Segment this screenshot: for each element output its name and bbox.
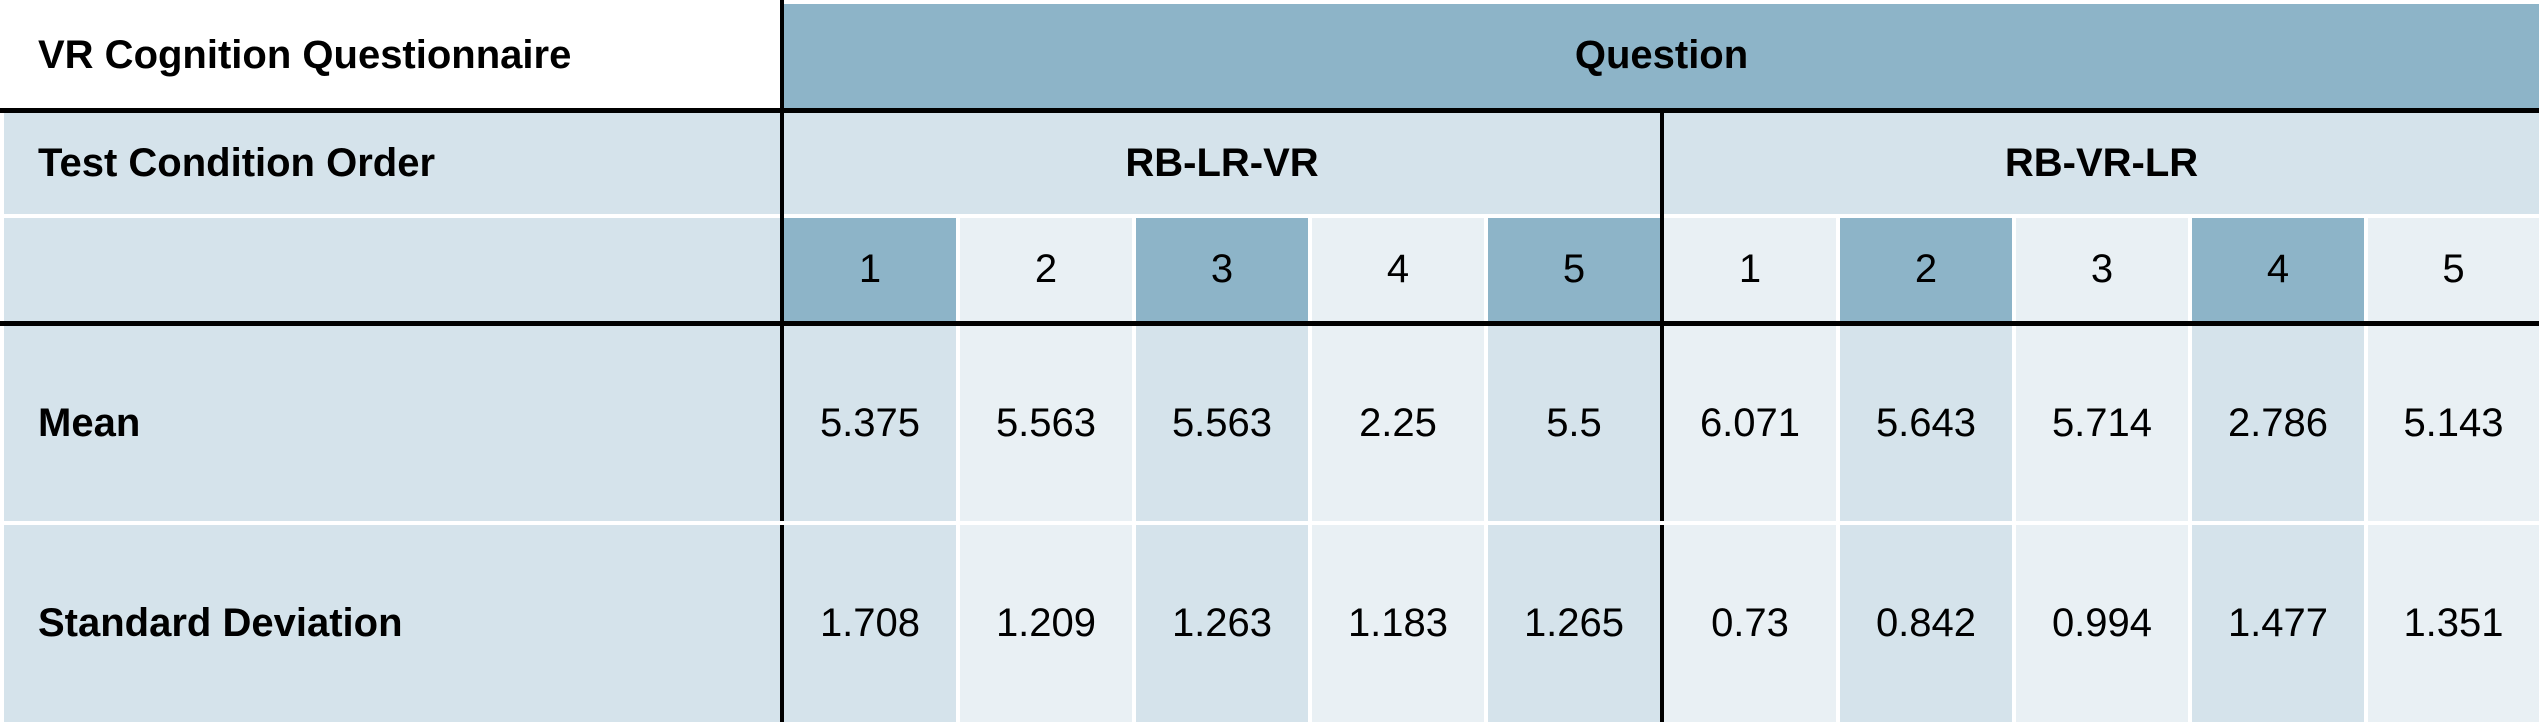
question-number: 2: [956, 214, 1136, 326]
mean-value: 5.563: [956, 321, 1136, 525]
sd-value: 1.209: [956, 521, 1136, 726]
row-label-mean: Mean: [0, 321, 784, 525]
order-row: Test Condition Order RB-LR-VR RB-VR-LR: [0, 108, 2539, 218]
question-number: 3: [2012, 214, 2192, 326]
question-number-label-cell: [0, 214, 784, 326]
mean-value: 5.643: [1836, 321, 2016, 525]
question-number: 1: [780, 214, 960, 326]
mean-value: 5.375: [780, 321, 960, 525]
group-header-1: RB-LR-VR: [780, 108, 1664, 218]
sd-value: 1.351: [2364, 521, 2539, 726]
mean-value: 5.563: [1132, 321, 1312, 525]
sd-value: 1.708: [780, 521, 960, 726]
sd-value: 0.73: [1660, 521, 1840, 726]
mean-value: 5.143: [2364, 321, 2539, 525]
mean-value: 6.071: [1660, 321, 1840, 525]
mean-value: 2.25: [1308, 321, 1488, 525]
question-number: 4: [2188, 214, 2368, 326]
mean-value: 2.786: [2188, 321, 2368, 525]
sd-value: 1.263: [1132, 521, 1312, 726]
table-title: VR Cognition Questionnaire: [0, 0, 784, 113]
group-header-2: RB-VR-LR: [1660, 108, 2539, 218]
question-number: 4: [1308, 214, 1488, 326]
question-number: 1: [1660, 214, 1840, 326]
mean-value: 5.5: [1484, 321, 1664, 525]
sd-value: 1.183: [1308, 521, 1488, 726]
sd-value: 1.477: [2188, 521, 2368, 726]
sd-value: 1.265: [1484, 521, 1664, 726]
order-label: Test Condition Order: [0, 108, 784, 218]
mean-value: 5.714: [2012, 321, 2192, 525]
question-number-row: 1 2 3 4 5 1 2 3 4 5: [0, 214, 2539, 326]
question-number: 5: [2364, 214, 2539, 326]
sd-value: 0.842: [1836, 521, 2016, 726]
row-label-standard-deviation: Standard Deviation: [0, 521, 784, 726]
table-row: Mean 5.375 5.563 5.563 2.25 5.5 6.071 5.…: [0, 321, 2539, 525]
title-row: VR Cognition Questionnaire Question: [0, 0, 2539, 113]
question-header: Question: [780, 0, 2539, 113]
question-number: 2: [1836, 214, 2016, 326]
sd-value: 0.994: [2012, 521, 2192, 726]
table-row: Standard Deviation 1.708 1.209 1.263 1.1…: [0, 521, 2539, 726]
question-number: 3: [1132, 214, 1312, 326]
question-number: 5: [1484, 214, 1664, 326]
